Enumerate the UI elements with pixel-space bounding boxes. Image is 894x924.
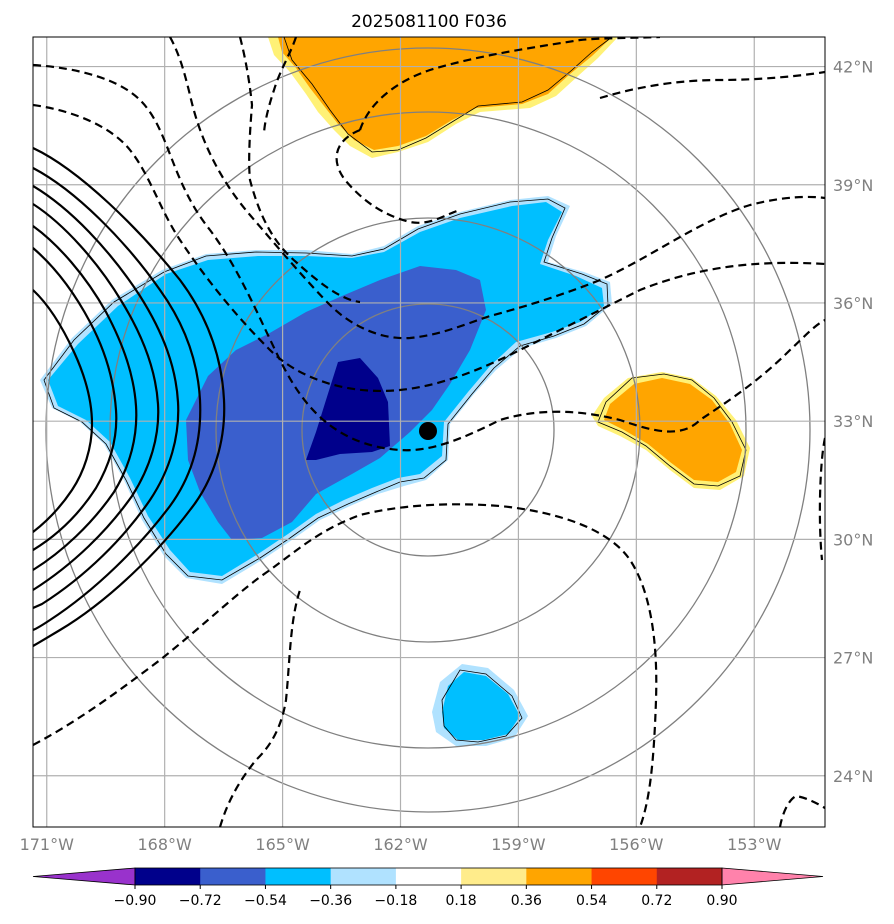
dashed-contour-1 xyxy=(33,63,825,452)
x-tick-label-1: 168°W xyxy=(137,835,192,854)
y-axis-ticks: 24°N 27°N 30°N 33°N 36°N 39°N 42°N xyxy=(833,58,873,786)
solid-contour-1 xyxy=(33,147,226,647)
colorbar-segment-3 xyxy=(330,868,397,885)
solid-contour-7 xyxy=(33,289,94,533)
dashed-contour-9 xyxy=(358,37,661,131)
plot-area xyxy=(32,36,826,828)
colorbar-segment-2 xyxy=(265,868,332,885)
colorbar-segment-4 xyxy=(395,868,462,885)
colorbar-segment-8 xyxy=(656,868,723,885)
colorbar-segment-0 xyxy=(135,868,201,885)
x-tick-label-5: 156°W xyxy=(609,835,664,854)
range-ring-3 xyxy=(109,111,747,749)
chart-title: 2025081100 F036 xyxy=(351,12,507,32)
solid-contour-5 xyxy=(33,225,138,571)
dashed-contour-4 xyxy=(238,37,361,304)
x-tick-label-4: 159°W xyxy=(491,835,546,854)
range-ring-2 xyxy=(215,217,641,643)
colorbar-label-3: −0.36 xyxy=(309,893,352,909)
colorbar-segment-7 xyxy=(591,868,658,885)
range-ring-1 xyxy=(301,303,555,557)
colorbar-extend-min xyxy=(32,867,136,886)
solid-contour-4 xyxy=(33,203,160,591)
colorbar-label-6: 0.36 xyxy=(511,893,542,909)
colorbar-label-7: 0.54 xyxy=(576,893,607,909)
x-tick-label-3: 162°W xyxy=(373,835,428,854)
dashed-contour-8 xyxy=(335,128,461,224)
shaded-field-blue-south xyxy=(432,664,528,746)
y-tick-label-0: 24°N xyxy=(833,767,873,786)
y-tick-label-1: 27°N xyxy=(833,649,873,668)
shaded-field-navy xyxy=(306,358,390,460)
colorbar-segment-1 xyxy=(200,868,266,885)
colorbar-label-9: 0.90 xyxy=(706,893,737,909)
x-axis-ticks: 171°W 168°W 165°W 162°W 159°W 156°W 153°W xyxy=(20,835,782,854)
dashed-contour-12 xyxy=(599,70,825,100)
x-tick-label-6: 153°W xyxy=(727,835,782,854)
colorbar-label-1: −0.72 xyxy=(179,893,222,909)
colorbar: −0.90 −0.72 −0.54 −0.36 −0.18 0.18 0.36 0.54 0.7… xyxy=(32,867,824,909)
colorbar-label-0: −0.90 xyxy=(114,893,157,909)
colorbar-segment-5 xyxy=(461,868,527,885)
dashed-contour-10 xyxy=(818,437,825,561)
colorbar-label-5: 0.18 xyxy=(446,893,477,909)
colorbar-extend-max xyxy=(721,867,824,886)
solid-contours xyxy=(33,147,226,647)
gridlines xyxy=(33,37,825,827)
dashed-contour-3 xyxy=(169,37,825,340)
solid-contour-6 xyxy=(33,247,118,551)
colorbar-frame xyxy=(134,867,723,886)
y-tick-label-4: 36°N xyxy=(833,294,873,313)
colorbar-segment-6 xyxy=(526,868,593,885)
storm-center-marker xyxy=(419,422,437,440)
y-tick-label-5: 39°N xyxy=(833,176,873,195)
dashed-contour-6 xyxy=(33,503,658,827)
x-tick-label-0: 171°W xyxy=(20,835,75,854)
range-rings xyxy=(45,47,811,813)
plot-frame xyxy=(32,36,826,828)
y-tick-label-6: 42°N xyxy=(833,58,873,77)
solid-contour-3 xyxy=(33,185,180,610)
range-ring-4 xyxy=(45,47,811,813)
dashed-contour-2 xyxy=(33,103,825,393)
colorbar-label-8: 0.72 xyxy=(641,893,672,909)
colorbar-label-2: −0.54 xyxy=(244,893,287,909)
y-tick-label-3: 33°N xyxy=(833,412,873,431)
dashed-contours xyxy=(33,37,825,827)
dashed-contour-11 xyxy=(778,794,825,827)
y-tick-label-2: 30°N xyxy=(833,530,873,549)
solid-contour-2 xyxy=(33,167,202,632)
shaded-field-orange-north xyxy=(268,37,618,158)
dashed-contour-7 xyxy=(218,589,302,827)
x-tick-label-2: 165°W xyxy=(255,835,310,854)
dashed-contour-5 xyxy=(262,37,298,136)
colorbar-label-4: −0.18 xyxy=(374,893,417,909)
